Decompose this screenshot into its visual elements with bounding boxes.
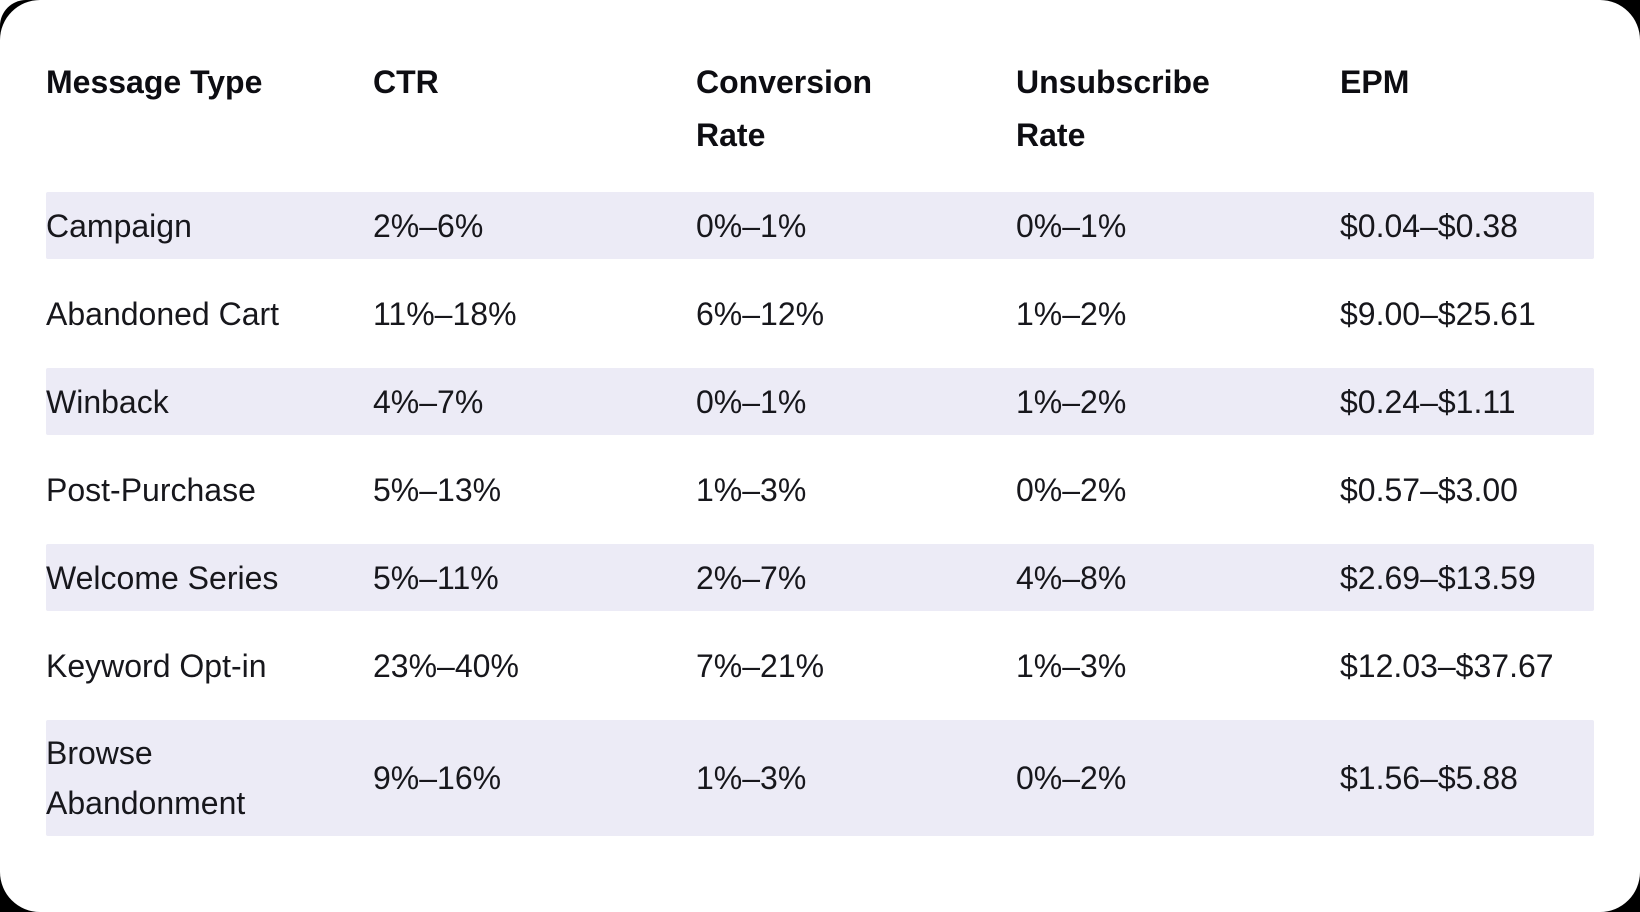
unsubscribe-rate-cell: 0%–2% bbox=[1016, 760, 1127, 796]
conversion-rate-cell: 0%–1% bbox=[696, 207, 807, 244]
column-header-unsubscribe-rate: Unsubscribe Rate bbox=[1016, 64, 1210, 153]
ctr-cell: 2%–6% bbox=[373, 207, 484, 244]
ctr-cell: 4%–7% bbox=[373, 383, 484, 420]
unsubscribe-rate-cell: 1%–2% bbox=[1016, 295, 1127, 332]
unsubscribe-rate-cell: 0%–2% bbox=[1016, 471, 1127, 508]
epm-cell: $2.69–$13.59 bbox=[1340, 559, 1536, 596]
message-type-cell: Keyword Opt-in bbox=[46, 647, 267, 684]
conversion-rate-cell: 1%–3% bbox=[696, 760, 807, 796]
table-row-abandoned-cart: Abandoned Cart 11%–18% 6%–12% 1%–2% $9.0… bbox=[46, 280, 1594, 347]
table-row-campaign: Campaign 2%–6% 0%–1% 0%–1% $0.04–$0.38 bbox=[46, 192, 1594, 259]
epm-cell: $9.00–$25.61 bbox=[1340, 295, 1536, 332]
ctr-cell: 9%–16% bbox=[373, 760, 502, 796]
ctr-cell: 23%–40% bbox=[373, 647, 519, 684]
ctr-cell: 5%–13% bbox=[373, 471, 502, 508]
column-header-message-type: Message Type bbox=[46, 64, 263, 100]
message-type-cell: Welcome Series bbox=[46, 559, 279, 596]
epm-cell: $0.04–$0.38 bbox=[1340, 207, 1518, 244]
unsubscribe-rate-cell: 0%–1% bbox=[1016, 207, 1127, 244]
table-row-winback: Winback 4%–7% 0%–1% 1%–2% $0.24–$1.11 bbox=[46, 368, 1594, 435]
ctr-cell: 5%–11% bbox=[373, 559, 499, 596]
message-type-cell: Browse Abandonment bbox=[46, 735, 246, 821]
table-row-keyword-opt-in: Keyword Opt-in 23%–40% 7%–21% 1%–3% $12.… bbox=[46, 632, 1594, 699]
epm-cell: $12.03–$37.67 bbox=[1340, 647, 1554, 684]
column-header-epm: EPM bbox=[1340, 64, 1410, 100]
unsubscribe-rate-cell: 1%–2% bbox=[1016, 383, 1127, 420]
unsubscribe-rate-cell: 1%–3% bbox=[1016, 647, 1127, 684]
table-row-browse-abandonment: Browse Abandonment 9%–16% 1%–3% 0%–2% $1… bbox=[46, 720, 1594, 836]
unsubscribe-rate-cell: 4%–8% bbox=[1016, 559, 1127, 596]
conversion-rate-cell: 2%–7% bbox=[696, 559, 807, 596]
table-row-post-purchase: Post-Purchase 5%–13% 1%–3% 0%–2% $0.57–$… bbox=[46, 456, 1594, 523]
epm-cell: $1.56–$5.88 bbox=[1340, 760, 1518, 796]
epm-cell: $0.57–$3.00 bbox=[1340, 471, 1518, 508]
epm-cell: $0.24–$1.11 bbox=[1340, 383, 1516, 420]
conversion-rate-cell: 7%–21% bbox=[696, 647, 825, 684]
table-row-welcome-series: Welcome Series 5%–11% 2%–7% 4%–8% $2.69–… bbox=[46, 544, 1594, 611]
ctr-cell: 11%–18% bbox=[373, 295, 517, 332]
table-header-row: Message Type CTR Conversion Rate Unsubsc… bbox=[46, 56, 1594, 162]
message-type-cell: Post-Purchase bbox=[46, 471, 256, 508]
message-type-cell: Abandoned Cart bbox=[46, 295, 280, 332]
conversion-rate-cell: 0%–1% bbox=[696, 383, 807, 420]
column-header-ctr: CTR bbox=[373, 64, 439, 100]
column-header-conversion-rate: Conversion Rate bbox=[696, 64, 873, 153]
conversion-rate-cell: 1%–3% bbox=[696, 471, 807, 508]
conversion-rate-cell: 6%–12% bbox=[696, 295, 825, 332]
message-type-cell: Winback bbox=[46, 383, 169, 420]
message-type-cell: Campaign bbox=[46, 207, 192, 244]
